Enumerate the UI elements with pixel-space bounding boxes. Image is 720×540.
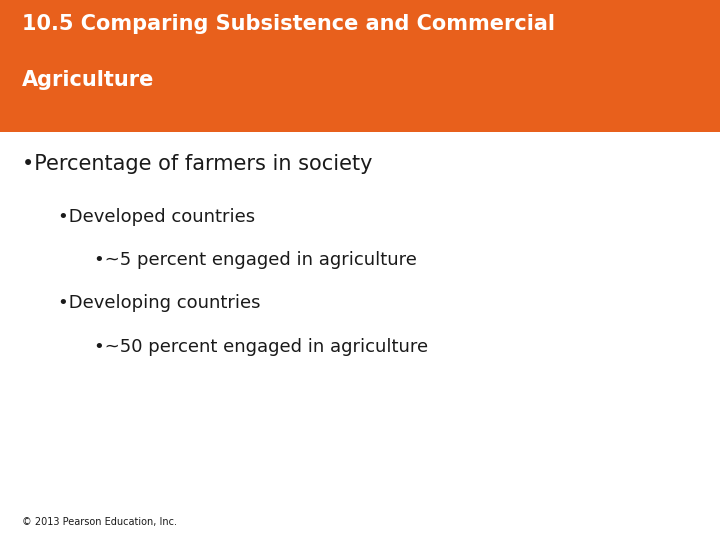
Text: © 2013 Pearson Education, Inc.: © 2013 Pearson Education, Inc. [22, 516, 176, 526]
Text: 10.5 Comparing Subsistence and Commercial: 10.5 Comparing Subsistence and Commercia… [22, 14, 554, 33]
Text: Agriculture: Agriculture [22, 70, 154, 90]
Text: •Developed countries: •Developed countries [58, 208, 255, 226]
Text: •~50 percent engaged in agriculture: •~50 percent engaged in agriculture [94, 338, 428, 355]
Text: •Developing countries: •Developing countries [58, 294, 260, 312]
Text: •~5 percent engaged in agriculture: •~5 percent engaged in agriculture [94, 251, 416, 269]
Text: •Percentage of farmers in society: •Percentage of farmers in society [22, 154, 372, 174]
Bar [0, 0, 720, 132]
